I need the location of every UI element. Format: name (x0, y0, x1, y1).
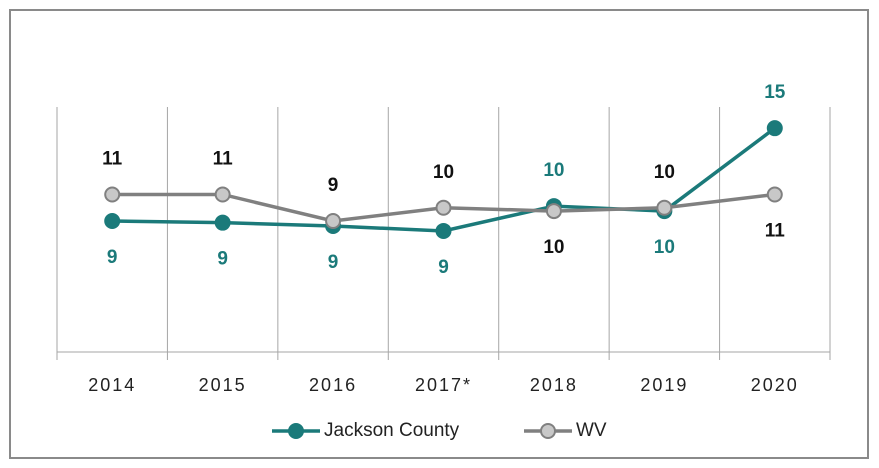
data-point (766, 186, 783, 203)
data-label: 9 (328, 175, 339, 196)
x-tick-label: 2019 (640, 375, 688, 395)
data-label: 15 (764, 82, 786, 103)
data-point (545, 203, 562, 220)
data-label: 10 (654, 237, 675, 258)
data-label: 11 (765, 220, 786, 241)
x-tick-label: 2015 (199, 375, 247, 395)
legend-marker (540, 423, 556, 439)
legend-label: Jackson County (324, 420, 460, 441)
data-point (435, 222, 452, 239)
data-point (104, 213, 121, 230)
data-label: 9 (438, 257, 449, 278)
data-point (104, 186, 121, 203)
data-label: 9 (217, 249, 228, 270)
data-point (435, 199, 452, 216)
x-tick-label: 2017* (415, 375, 472, 395)
x-tick-label: 2020 (751, 375, 799, 395)
data-label: 9 (328, 252, 339, 273)
data-point (766, 120, 783, 137)
legend-marker (288, 423, 304, 439)
data-label: 10 (433, 162, 454, 183)
data-label: 10 (543, 237, 564, 258)
data-label: 10 (654, 162, 675, 183)
x-tick-label: 2016 (309, 375, 357, 395)
data-label: 11 (102, 148, 123, 169)
x-tick-label: 2018 (530, 375, 578, 395)
data-point (656, 199, 673, 216)
data-label: 9 (107, 247, 118, 268)
data-label: 10 (543, 160, 564, 181)
data-label: 11 (213, 148, 234, 169)
legend-label: WV (576, 420, 607, 441)
data-point (214, 214, 231, 231)
data-point (214, 186, 231, 203)
data-point (325, 213, 342, 230)
x-tick-label: 2014 (88, 375, 136, 395)
